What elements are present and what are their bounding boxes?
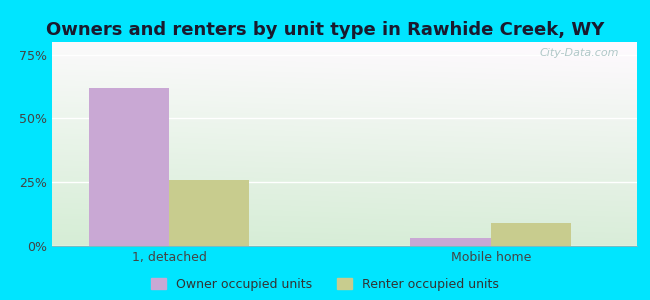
Bar: [88, 88, 169, 246]
Bar: [169, 180, 250, 246]
Bar: [410, 238, 491, 246]
Legend: Owner occupied units, Renter occupied units: Owner occupied units, Renter occupied un…: [151, 278, 499, 291]
Bar: [491, 223, 571, 246]
Text: Owners and renters by unit type in Rawhide Creek, WY: Owners and renters by unit type in Rawhi…: [46, 21, 605, 39]
Text: City-Data.com: City-Data.com: [540, 48, 619, 58]
